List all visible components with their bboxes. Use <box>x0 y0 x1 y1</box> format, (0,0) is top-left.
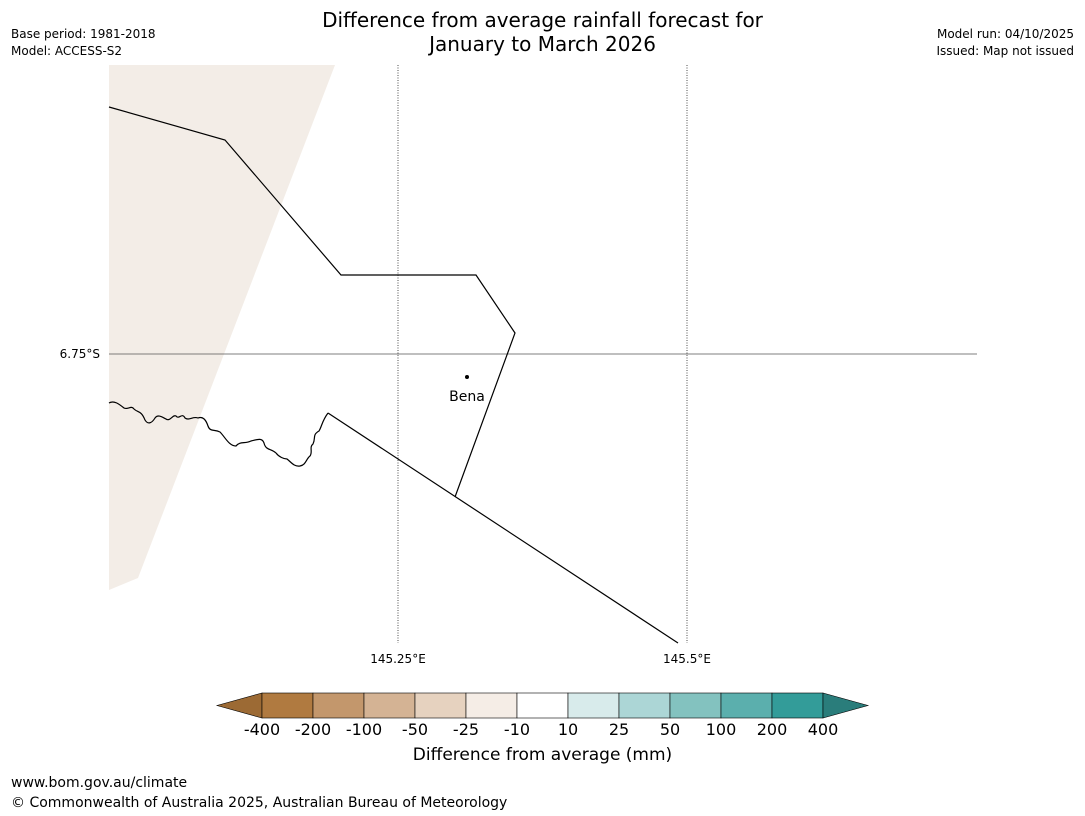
colorbar-tick-label: 50 <box>659 720 681 739</box>
colorbar-segment <box>720 692 773 719</box>
colorbar-tick-label: -400 <box>243 720 281 739</box>
colorbar-arrow-high <box>822 692 870 719</box>
model-text: Model: ACCESS-S2 <box>11 44 123 58</box>
town-marker <box>465 375 469 379</box>
colorbar-segment <box>516 692 569 719</box>
longitude-label-1: 145.25°E <box>370 652 426 666</box>
map-title: Difference from average rainfall forecas… <box>0 8 1085 56</box>
colorbar-segment <box>669 692 722 719</box>
footer-copyright: © Commonwealth of Australia 2025, Austra… <box>11 795 508 811</box>
colorbar-segment <box>414 692 467 719</box>
rainfall-fill-region <box>109 65 335 590</box>
colorbar-segment <box>771 692 824 719</box>
colorbar-segment <box>618 692 671 719</box>
colorbar-tick-label: 400 <box>807 720 839 739</box>
colorbar-segment <box>465 692 518 719</box>
colorbar-segment <box>261 692 314 719</box>
colorbar-tick-label: 10 <box>557 720 579 739</box>
colorbar-tick-label: 25 <box>608 720 630 739</box>
colorbar-segment <box>312 692 365 719</box>
colorbar-tick-label: 200 <box>756 720 788 739</box>
colorbar-segment <box>567 692 620 719</box>
province-boundary-north <box>108 106 516 498</box>
footer-url[interactable]: www.bom.gov.au/climate <box>11 775 188 791</box>
province-boundary-south <box>327 412 679 644</box>
colorbar-segment <box>363 692 416 719</box>
latitude-label: 6.75°S <box>60 347 100 361</box>
title-line-2: January to March 2026 <box>429 32 656 56</box>
colorbar-tick-label: -50 <box>401 720 429 739</box>
colorbar-arrow-low <box>215 692 263 719</box>
colorbar-tick-label: -25 <box>452 720 480 739</box>
title-line-1: Difference from average rainfall forecas… <box>322 8 763 32</box>
base-period-text: Base period: 1981-2018 <box>11 27 156 41</box>
colorbar-tick-label: 100 <box>705 720 737 739</box>
colorbar <box>215 692 870 719</box>
longitude-label-2: 145.5°E <box>663 652 711 666</box>
issued-text: Issued: Map not issued <box>936 44 1074 58</box>
colorbar-tick-label: -200 <box>294 720 332 739</box>
meta-left: Base period: 1981-2018 Model: ACCESS-S2 <box>11 26 156 60</box>
colorbar-title: Difference from average (mm) <box>412 745 673 765</box>
meta-right: Model run: 04/10/2025 Issued: Map not is… <box>936 26 1074 60</box>
model-run-text: Model run: 04/10/2025 <box>936 27 1074 41</box>
river-boundary <box>108 401 329 467</box>
colorbar-tick-label: -100 <box>345 720 383 739</box>
town-label: Bena <box>449 389 485 405</box>
colorbar-tick-label: -10 <box>503 720 531 739</box>
